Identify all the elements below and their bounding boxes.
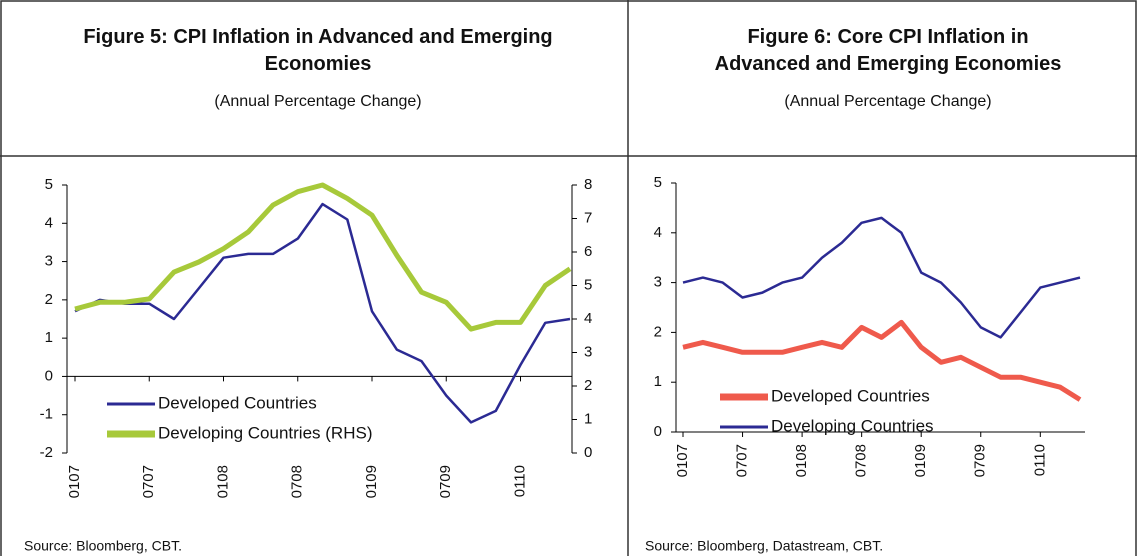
y-tick-label: 2 (654, 323, 662, 340)
y-tick-label: 1 (654, 373, 662, 390)
legend-label: Developing Countries (RHS) (158, 423, 372, 442)
y-tick-label: 0 (654, 423, 662, 440)
x-tick-label: 0707 (734, 444, 751, 477)
x-tick-label: 0107 (674, 444, 691, 477)
y2-tick-label: 2 (584, 377, 592, 394)
y2-tick-label: 6 (584, 243, 592, 260)
legend-label: Developing Countries (771, 416, 934, 435)
x-tick-label: 0107 (66, 465, 83, 498)
x-tick-label: 0708 (853, 444, 870, 477)
y-tick-label: 5 (45, 176, 53, 193)
y2-tick-label: 0 (584, 444, 592, 461)
y-tick-label: -1 (40, 406, 53, 423)
y-tick-label: 5 (654, 174, 662, 191)
x-tick-label: 0709 (437, 465, 454, 498)
x-tick-label: 0110 (1031, 444, 1048, 476)
x-tick-label: 0110 (511, 465, 528, 497)
source: Source: Bloomberg, Datastream, CBT. (645, 538, 883, 554)
series-line (682, 216, 1081, 339)
y2-tick-label: 4 (584, 310, 592, 327)
series-line (682, 319, 1082, 402)
chart-title: Figure 5: CPI Inflation in Advanced and … (83, 26, 552, 75)
y-tick-label: 2 (45, 291, 53, 308)
x-tick-label: 0108 (793, 444, 810, 477)
x-tick-label: 0708 (289, 465, 306, 498)
chart-subtitle: (Annual Percentage Change) (214, 93, 421, 110)
y-tick-label: 1 (45, 329, 53, 346)
y2-tick-label: 8 (584, 176, 592, 193)
x-tick-label: 0109 (912, 444, 929, 477)
source: Source: Bloomberg, CBT. (24, 538, 182, 554)
chart-title: Figure 6: Core CPI Inflation in Advanced … (715, 26, 1062, 75)
series-line (74, 182, 572, 332)
x-tick-label: 0709 (972, 444, 989, 477)
x-tick-label: 0707 (140, 465, 157, 498)
legend-label: Developed Countries (158, 393, 317, 412)
x-tick-label: 0109 (363, 465, 380, 498)
y-tick-label: 3 (654, 274, 662, 291)
y-tick-label: -2 (40, 444, 53, 461)
y-tick-label: 3 (45, 253, 53, 270)
legend-label: Developed Countries (771, 386, 930, 405)
y2-tick-label: 7 (584, 209, 592, 226)
y-tick-label: 0 (45, 367, 53, 384)
series-line (74, 202, 571, 424)
y2-tick-label: 3 (584, 343, 592, 360)
y-tick-label: 4 (45, 214, 53, 231)
y-tick-label: 4 (654, 224, 662, 241)
x-tick-label: 0108 (214, 465, 231, 498)
chart-subtitle: (Annual Percentage Change) (784, 93, 991, 110)
y2-tick-label: 1 (584, 410, 592, 427)
y2-tick-label: 5 (584, 276, 592, 293)
